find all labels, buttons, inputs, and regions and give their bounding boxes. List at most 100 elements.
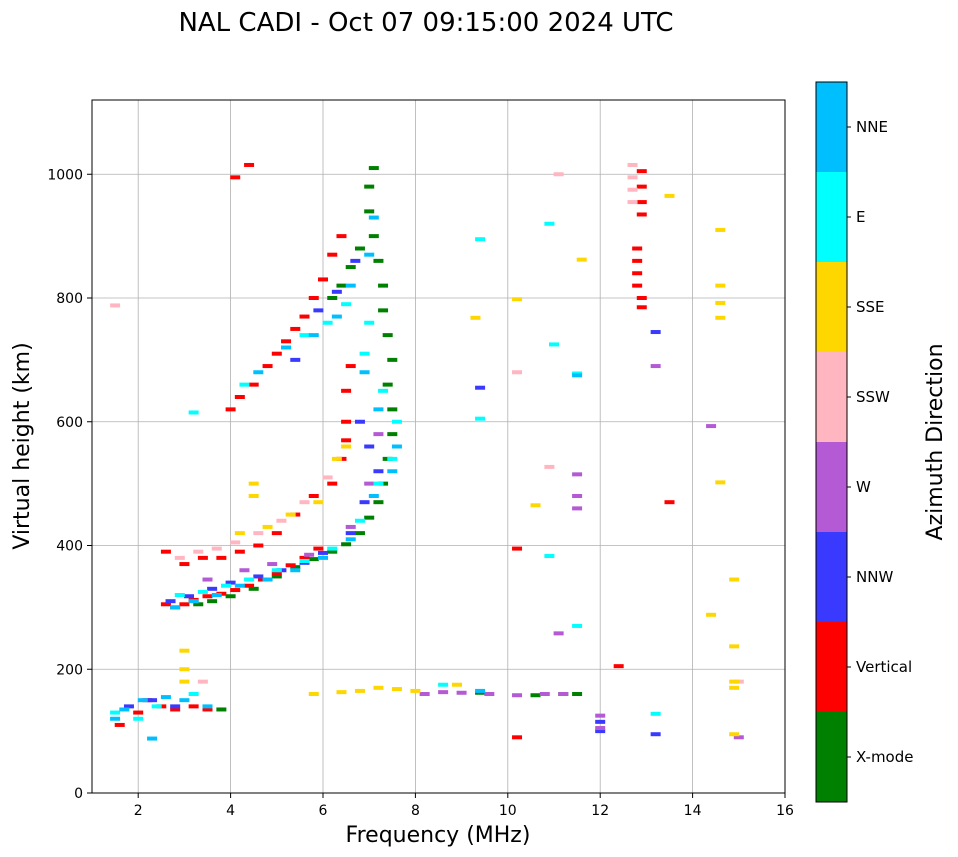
data-point: [354, 688, 365, 693]
plot-frame: [91, 99, 786, 794]
data-point: [253, 574, 264, 579]
data-point: [530, 693, 541, 698]
data-point: [572, 494, 583, 498]
data-point: [341, 444, 352, 449]
data-point: [160, 602, 171, 607]
colorbar-frame: [815, 81, 848, 803]
data-point: [262, 524, 273, 529]
data-point: [234, 395, 245, 399]
data-point: [359, 370, 370, 375]
y-tick-label: 600: [56, 415, 83, 431]
data-point: [368, 494, 379, 498]
x-tick-label: 12: [591, 803, 609, 819]
data-point: [636, 169, 647, 174]
data-point: [313, 308, 324, 313]
y-tick-label: 800: [56, 291, 83, 307]
data-point: [225, 580, 236, 585]
data-point: [419, 692, 430, 696]
data-point: [359, 500, 370, 505]
data-point: [262, 577, 273, 582]
data-point: [318, 555, 328, 560]
data-point: [729, 732, 740, 737]
data-point: [613, 664, 624, 669]
data-point: [327, 481, 338, 486]
data-point: [188, 692, 199, 696]
data-point: [715, 315, 726, 320]
data-point: [544, 464, 555, 469]
data-point: [475, 416, 486, 421]
data-point: [544, 221, 555, 226]
colorbar-label: SSW: [856, 388, 890, 406]
data-point: [387, 469, 398, 474]
axes: 2 4 6 8 10 12 14 16 0 200 400 600 800 1000: [47, 99, 794, 819]
data-point: [345, 524, 356, 529]
colorbar-label: E: [856, 208, 865, 226]
data-point: [475, 385, 486, 390]
colorbar-label: NNE: [856, 118, 888, 136]
azimuth-colorbar: X-mode Vertical NNW W SSW SSE E NNE: [815, 81, 913, 803]
data-point: [331, 289, 342, 294]
data-point: [327, 296, 338, 300]
data-point: [632, 258, 643, 263]
data-point: [225, 407, 236, 412]
data-point: [170, 704, 181, 709]
data-point: [345, 265, 356, 270]
data-point: [308, 494, 319, 498]
x-tick-label: 14: [684, 803, 702, 819]
data-point: [248, 382, 259, 387]
series-ssw: [110, 162, 744, 684]
data-point: [378, 308, 389, 313]
data-point: [313, 500, 324, 505]
data-point: [197, 679, 208, 684]
colorbar-segment: [816, 262, 847, 352]
data-point: [239, 568, 250, 573]
data-point: [244, 577, 255, 582]
data-point: [193, 602, 204, 607]
series-e: [110, 221, 661, 721]
data-point: [193, 549, 204, 554]
data-point: [729, 685, 740, 690]
data-point: [553, 172, 564, 177]
data-point: [715, 283, 726, 288]
data-point: [188, 704, 199, 709]
data-point: [387, 456, 398, 461]
y-axis-label: Virtual height (km): [10, 342, 35, 549]
data-point: [572, 623, 583, 628]
data-point: [174, 593, 185, 597]
data-point: [234, 531, 245, 536]
data-point: [354, 419, 365, 424]
data-point: [276, 518, 287, 523]
data-point: [253, 543, 264, 548]
data-point: [230, 540, 241, 545]
data-point: [133, 710, 144, 715]
data-point: [595, 713, 606, 718]
data-point: [359, 351, 370, 356]
data-point: [451, 682, 462, 687]
data-point: [179, 698, 190, 703]
data-point: [595, 719, 606, 724]
data-point: [267, 562, 278, 567]
data-point: [391, 687, 402, 692]
data-point: [147, 698, 158, 703]
data-point: [664, 193, 675, 198]
data-point: [378, 388, 389, 393]
data-point: [391, 419, 402, 424]
data-point: [539, 692, 550, 696]
data-point: [336, 283, 347, 288]
series-w: [202, 364, 744, 740]
data-point: [378, 283, 389, 288]
data-point: [179, 562, 190, 567]
colorbar-label: X-mode: [856, 748, 913, 766]
data-point: [595, 726, 606, 731]
data-point: [230, 588, 241, 593]
x-axis-label: Frequency (MHz): [346, 823, 531, 848]
data-point: [512, 693, 523, 698]
data-point: [230, 175, 241, 180]
data-point: [271, 568, 282, 573]
colorbar-segment: [816, 532, 847, 622]
data-point: [364, 184, 375, 189]
data-point: [299, 555, 310, 560]
data-point: [160, 549, 171, 554]
data-point: [308, 557, 319, 562]
data-points: [110, 162, 744, 741]
